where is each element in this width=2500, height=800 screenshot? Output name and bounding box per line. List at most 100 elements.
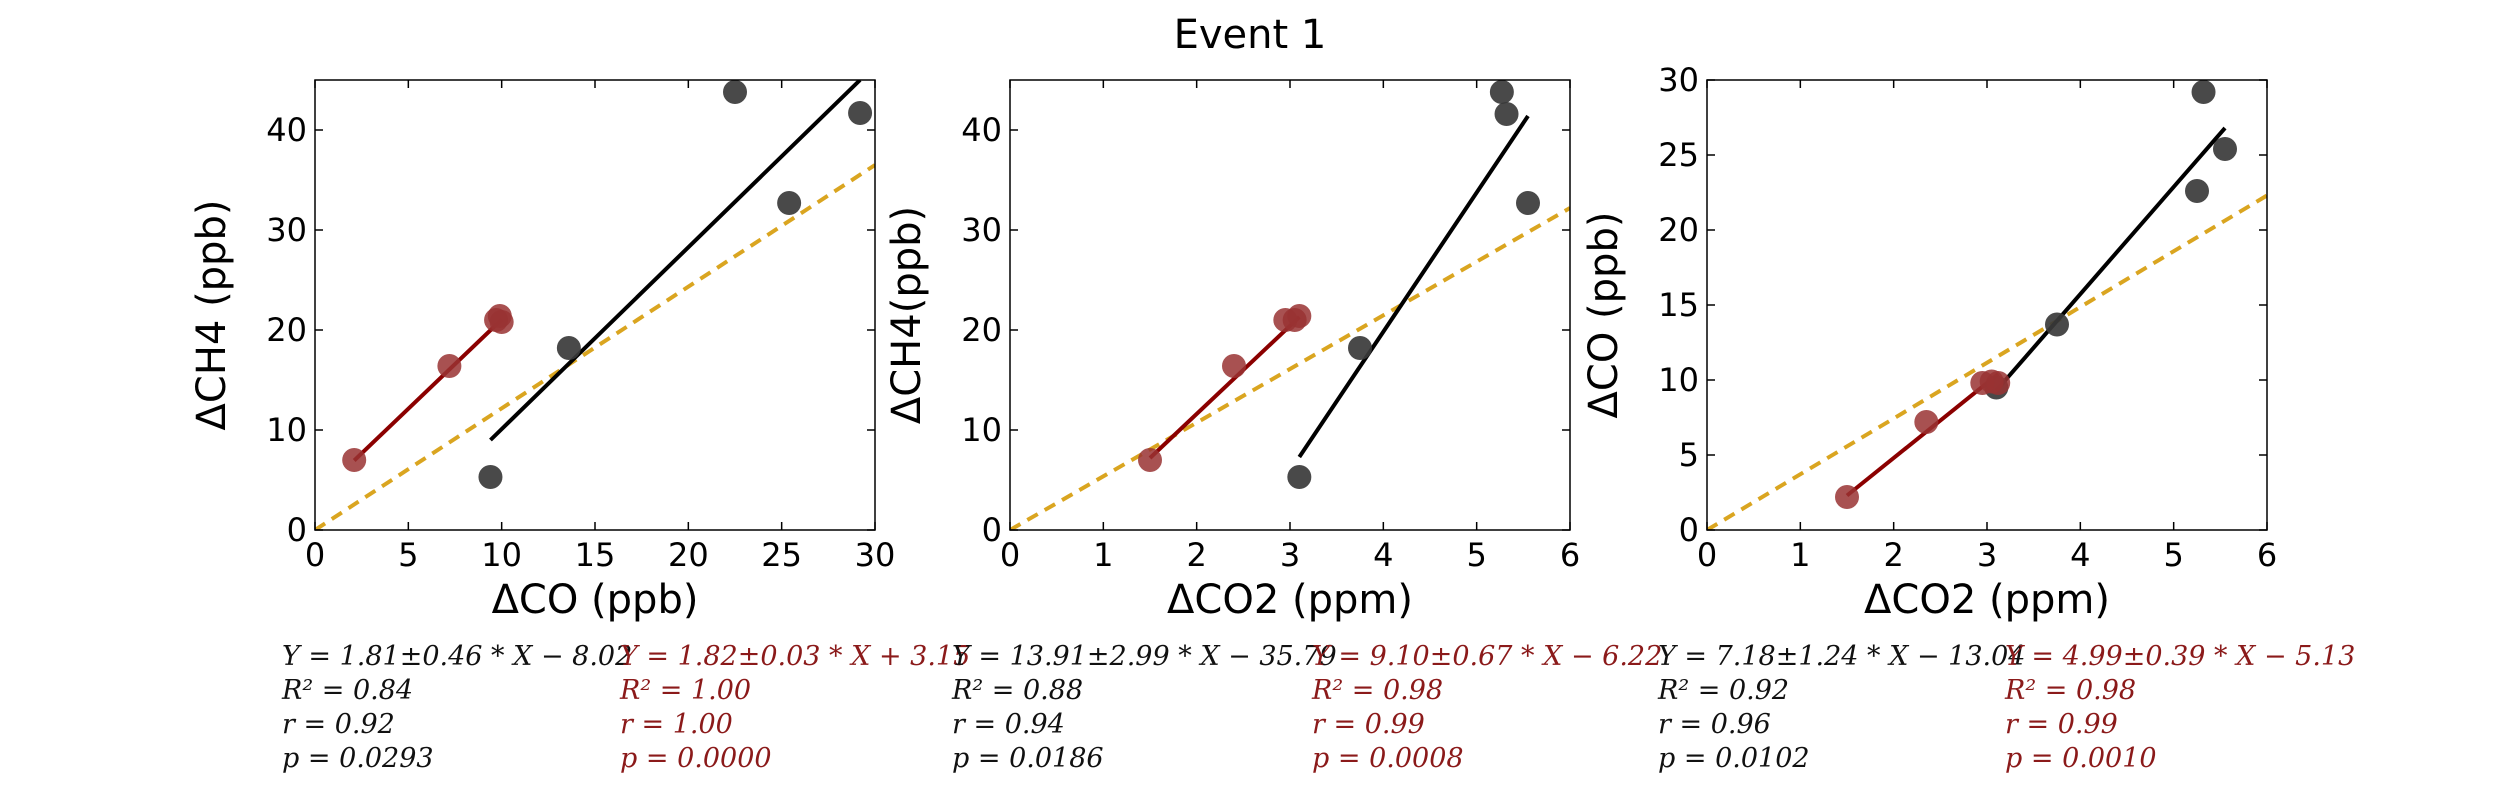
fit-line-a <box>489 80 862 442</box>
data-point-a <box>723 80 747 104</box>
y-axis-label: ΔCO (ppb) <box>1581 212 1627 419</box>
data-point-a <box>478 465 503 489</box>
stats-r: r = 0.94 <box>952 709 1065 740</box>
x-tick-label: 0 <box>305 536 325 574</box>
plot-frame <box>1706 79 2268 531</box>
data-point-b <box>1138 448 1162 472</box>
y-tick-label: 20 <box>266 311 307 349</box>
x-tick-label: 3 <box>1977 536 1997 574</box>
plot-frame <box>1009 79 1571 531</box>
stats-panel-3-group-a: Y = 7.18±1.24 * X − 13.04 R² = 0.92 r = … <box>1658 640 2025 776</box>
stats-r: r = 0.99 <box>2005 709 2118 740</box>
x-axis-label: ΔCO2 (ppm) <box>1167 577 1413 623</box>
plot-area <box>1707 80 2267 530</box>
data-point-a <box>1287 465 1312 489</box>
fit-line-b <box>352 318 504 462</box>
stats-r: r = 0.92 <box>282 709 395 740</box>
x-tick-label: 2 <box>1186 536 1206 574</box>
plot-area <box>1010 80 1570 530</box>
x-tick-label: 4 <box>2070 536 2090 574</box>
stats-p-value: p = 0.0186 <box>952 743 1104 774</box>
data-point-a <box>1489 80 1514 104</box>
data-point-a <box>848 101 873 125</box>
stats-equation: Y = 9.10±0.67 * X − 6.22 <box>1312 641 1663 672</box>
stats-panel-2-group-b: Y = 9.10±0.67 * X − 6.22 R² = 0.98 r = 0… <box>1312 640 1662 776</box>
data-point-a <box>1494 102 1519 126</box>
data-point-a <box>2045 312 2069 337</box>
x-tick-label: 6 <box>2257 536 2277 574</box>
x-tick-label: 2 <box>1883 536 1903 574</box>
stats-p-value: p = 0.0102 <box>1658 743 1810 774</box>
y-tick-label: 10 <box>1658 361 1699 399</box>
stats-r-squared: R² = 0.84 <box>282 675 414 706</box>
y-tick-label: 40 <box>961 111 1002 149</box>
data-point-b <box>489 310 514 334</box>
stats-panel-1-group-a: Y = 1.81±0.46 * X − 8.02 R² = 0.84 r = 0… <box>282 640 632 776</box>
fit-line-b <box>1148 315 1301 460</box>
stats-r-squared: R² = 0.88 <box>952 675 1084 706</box>
stats-p-value: p = 0.0293 <box>282 743 434 774</box>
stats-equation: Y = 1.81±0.46 * X − 8.02 <box>282 641 633 672</box>
data-point-b <box>1914 410 1939 434</box>
y-axis-label: ΔCH4(ppb) <box>884 206 930 424</box>
y-tick-label: 30 <box>266 211 307 249</box>
stats-r: r = 1.00 <box>620 709 733 740</box>
stats-r-squared: R² = 1.00 <box>620 675 752 706</box>
y-axis-label: ΔCH4 (ppb) <box>189 200 235 431</box>
x-tick-label: 0 <box>1697 536 1717 574</box>
data-point-a <box>1348 336 1372 360</box>
y-tick-label: 30 <box>961 211 1002 249</box>
plot-area <box>315 80 875 530</box>
stats-equation: Y = 7.18±1.24 * X − 13.04 <box>1658 641 2026 672</box>
chart-panel-2: 0 1 2 3 4 5 6 0 10 20 30 40 ΔCO2 (ppm) ΔCH4(ppb) <box>884 79 1580 623</box>
data-point-a <box>556 336 581 360</box>
stats-equation: Y = 13.91±2.99 * X − 35.79 <box>952 641 1337 672</box>
reference-line <box>1707 193 2267 530</box>
x-tick-label: 5 <box>1466 536 1486 574</box>
fit-line-b <box>1845 372 2000 498</box>
y-tick-label: 30 <box>1658 61 1699 99</box>
data-point-b <box>342 448 367 472</box>
x-tick-label: 1 <box>1790 536 1810 574</box>
chart-panel-3: 0 1 2 3 4 5 6 0 5 10 15 20 25 30 ΔCO2 (ppm) ΔCO (ppb) <box>1581 61 2277 623</box>
x-tick-label: 4 <box>1373 536 1393 574</box>
x-tick-label: 3 <box>1280 536 1300 574</box>
stats-equation: Y = 1.82±0.03 * X + 3.15 <box>620 641 971 672</box>
x-tick-label: 10 <box>481 536 522 574</box>
x-tick-label: 20 <box>668 536 709 574</box>
stats-panel-2-group-a: Y = 13.91±2.99 * X − 35.79 R² = 0.88 r =… <box>952 640 1337 776</box>
data-point-a <box>2191 80 2216 104</box>
data-point-a <box>2185 179 2209 203</box>
chart-panel-1: 0 5 10 15 20 25 30 0 10 20 30 40 ΔCO (ppb) ΔCH4 (ppb) <box>189 79 895 623</box>
stats-p-value: p = 0.0000 <box>620 743 772 774</box>
data-point-a <box>777 191 802 215</box>
y-tick-label: 20 <box>1658 211 1699 249</box>
y-tick-label: 15 <box>1658 286 1699 324</box>
y-tick-label: 20 <box>961 311 1002 349</box>
y-tick-label: 5 <box>1679 436 1699 474</box>
stats-panel-3-group-b: Y = 4.99±0.39 * X − 5.13 R² = 0.98 r = 0… <box>2005 640 2355 776</box>
stats-r: r = 0.96 <box>1658 709 1771 740</box>
y-tick-label: 0 <box>1679 511 1699 549</box>
x-axis-label: ΔCO (ppb) <box>492 577 699 623</box>
stats-r: r = 0.99 <box>1312 709 1425 740</box>
data-point-a <box>1516 191 1540 215</box>
data-point-b <box>1287 304 1312 328</box>
x-tick-label: 6 <box>1560 536 1580 574</box>
stats-p-value: p = 0.0010 <box>2005 743 2157 774</box>
figure-title: Event 1 <box>1174 12 1327 58</box>
fit-line-a <box>1297 114 1530 459</box>
x-tick-label: 5 <box>398 536 418 574</box>
fit-line-a <box>1994 126 2227 392</box>
data-point-b <box>1222 354 1246 378</box>
y-tick-label: 25 <box>1658 136 1699 174</box>
data-point-b <box>1835 485 1859 509</box>
x-tick-label: 5 <box>2163 536 2183 574</box>
x-tick-label: 0 <box>1000 536 1020 574</box>
y-tick-label: 0 <box>287 511 307 549</box>
y-tick-label: 40 <box>266 111 307 149</box>
reference-line <box>315 163 875 530</box>
x-tick-label: 25 <box>761 536 802 574</box>
stats-r-squared: R² = 0.98 <box>2005 675 2137 706</box>
